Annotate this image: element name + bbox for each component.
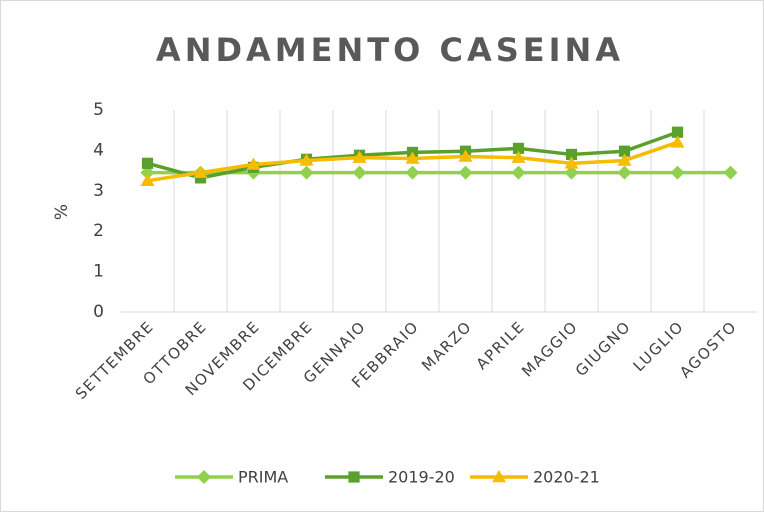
marker [405,165,420,180]
legend-item: 2020-21 [470,468,600,487]
marker [194,172,207,184]
marker [512,142,525,154]
marker [140,165,155,180]
marker [299,165,314,180]
legend-label: PRIMA [238,468,288,487]
y-tick-label: 4 [93,140,104,160]
marker [352,150,367,163]
marker [140,173,155,186]
marker [511,165,526,180]
marker [670,135,685,148]
marker [564,165,579,180]
y-tick-label: 5 [93,100,104,120]
y-tick-label: 2 [93,221,104,241]
chart-title: ANDAMENTO CASEINA [156,31,624,69]
marker [617,165,632,180]
legend-marker [197,470,211,484]
marker [670,165,685,180]
marker [193,165,208,178]
marker [511,150,526,163]
marker [141,157,154,169]
marker [617,153,632,166]
y-tick-label: 0 [93,302,104,322]
legend-label: 2020-21 [533,468,600,487]
marker [723,165,738,180]
legend-label: 2019-20 [388,468,455,487]
marker [671,126,684,138]
marker [458,165,473,180]
marker [458,149,473,162]
legend-marker [348,471,360,483]
y-tick-label: 1 [93,262,104,282]
marker [246,157,261,170]
marker [565,148,578,161]
legend-item: PRIMA [175,468,288,487]
marker [299,153,314,166]
marker [352,165,367,180]
y-tick-label: 3 [93,181,104,201]
marker [405,151,420,164]
legend-item: 2019-20 [325,468,455,487]
marker [564,156,579,169]
legend-marker [492,470,506,483]
y-axis-label: % [52,204,72,220]
marker [618,145,631,157]
